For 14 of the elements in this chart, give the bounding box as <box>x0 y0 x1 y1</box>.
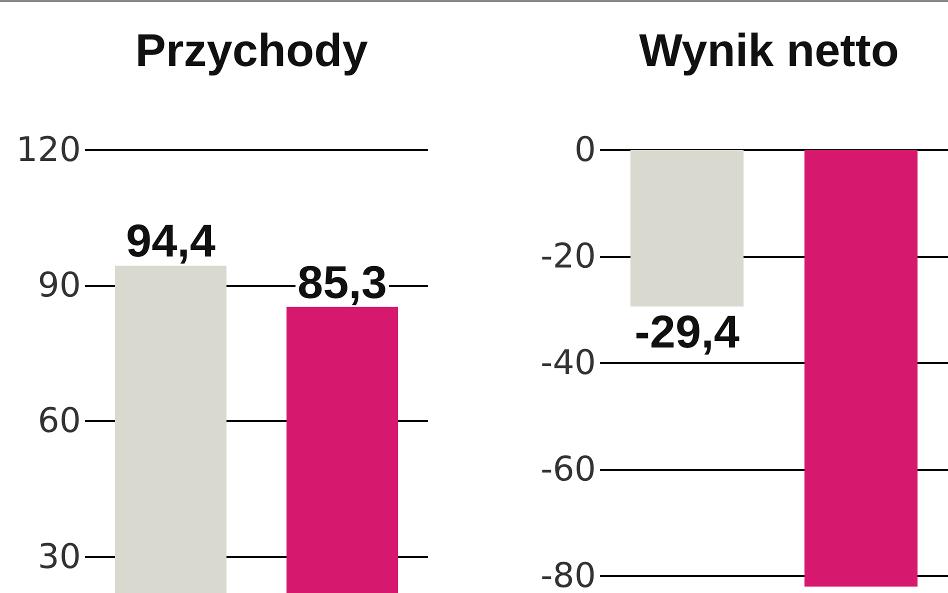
data-label: 85,3 <box>297 256 388 308</box>
y-tick-label: -20 <box>540 236 596 276</box>
y-tick-label: -40 <box>540 343 596 383</box>
y-tick-label: 90 <box>38 266 81 306</box>
chart-title: Wynik netto <box>639 24 899 76</box>
data-label: -29,4 <box>634 306 740 358</box>
data-label: 94,4 <box>126 214 216 267</box>
y-tick-label: -60 <box>540 450 596 490</box>
y-tick-label: 60 <box>38 401 81 442</box>
y-tick-label: 30 <box>38 536 81 577</box>
chart-title: Przychody <box>135 24 368 76</box>
y-tick-label: -80 <box>540 556 596 593</box>
y-tick-label: 120 <box>16 130 81 170</box>
y-tick-label: 0 <box>574 130 596 170</box>
